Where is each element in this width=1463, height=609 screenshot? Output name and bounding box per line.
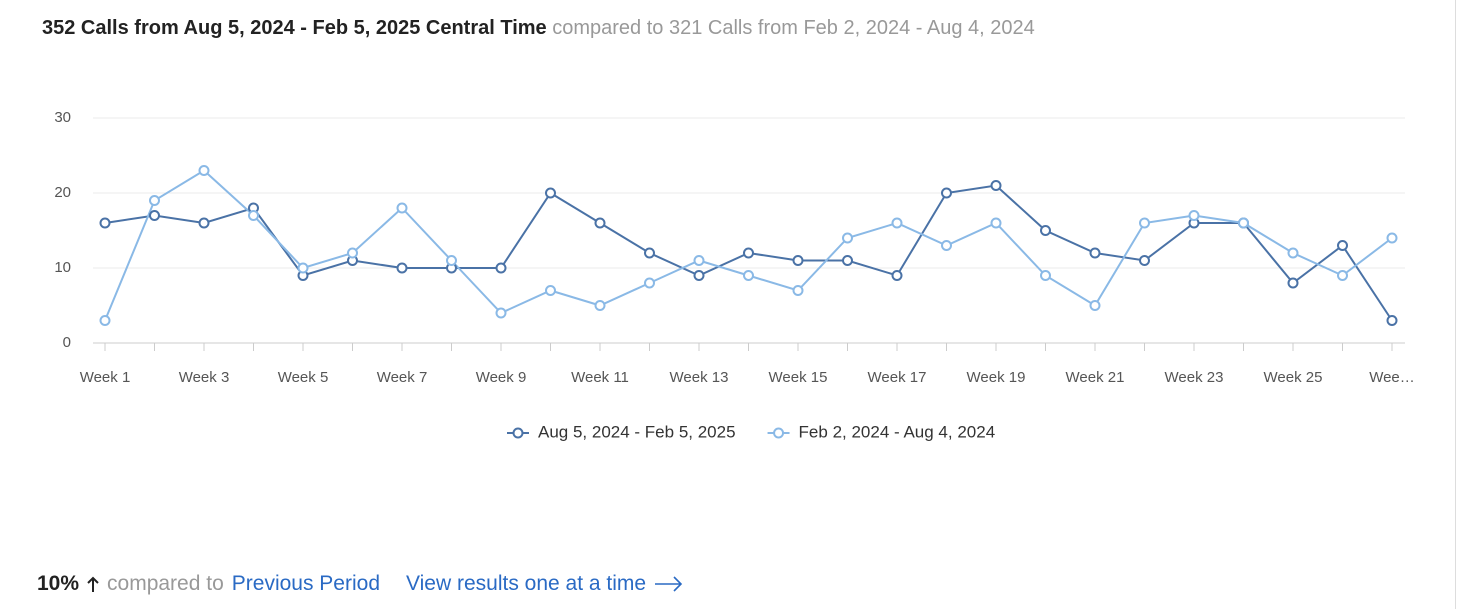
data-point	[990, 217, 1002, 229]
y-tick-label: 30	[54, 109, 71, 126]
data-point	[693, 270, 705, 281]
chart: 0 10 20 30 Week 1 Week 3 Week 5 Week 7 Week 9 Wee…	[54, 109, 1415, 442]
data-point	[396, 262, 408, 274]
up-arrow-icon	[87, 576, 99, 592]
data-point	[1287, 247, 1299, 259]
data-point	[842, 232, 853, 244]
data-point	[1139, 255, 1150, 266]
data-point	[743, 270, 754, 281]
footer: 10% compared to Previous Period View res…	[37, 572, 684, 596]
data-point	[248, 210, 259, 221]
data-point	[891, 270, 903, 281]
data-point	[990, 180, 1002, 191]
x-tick-label: Week 21	[1066, 369, 1125, 386]
x-tick-label: Week 9	[476, 369, 527, 386]
data-point	[1040, 270, 1051, 281]
data-point	[446, 255, 457, 266]
data-point	[594, 300, 606, 311]
data-point	[1089, 247, 1101, 259]
x-tick-label: Week 1	[80, 369, 131, 386]
data-point	[693, 255, 705, 266]
legend-label: Feb 2, 2024 - Aug 4, 2024	[799, 422, 996, 441]
data-point	[1040, 225, 1051, 236]
data-point	[1188, 210, 1200, 221]
x-tick-label: Week 3	[179, 369, 230, 386]
x-tick-label: Week 15	[769, 369, 828, 386]
data-point	[99, 315, 111, 326]
x-tick-label: Week 19	[967, 369, 1026, 386]
x-tick-label: Week 11	[571, 369, 629, 386]
data-point	[743, 247, 754, 259]
scrollbar-edge	[1455, 0, 1456, 609]
legend-marker	[512, 427, 524, 439]
data-point	[149, 210, 160, 221]
data-point	[545, 285, 556, 296]
data-point	[198, 165, 210, 176]
data-point	[842, 255, 853, 266]
compared-to: compared to	[107, 572, 224, 595]
x-tick-label: Wee…	[1369, 369, 1415, 386]
x-tick-label: Week 25	[1264, 369, 1323, 386]
x-tick-label: Week 7	[377, 369, 428, 386]
data-point	[1139, 217, 1150, 229]
summary-title: 352 Calls from Aug 5, 2024 - Feb 5, 2025…	[42, 17, 547, 39]
data-point	[594, 217, 606, 229]
previous-period-link[interactable]: Previous Period	[231, 572, 381, 595]
data-point	[1337, 270, 1348, 281]
data-point	[644, 277, 655, 289]
data-point	[644, 247, 655, 259]
data-point	[1386, 315, 1398, 326]
y-tick-label: 0	[63, 334, 71, 351]
data-point	[149, 195, 160, 206]
data-point	[792, 285, 804, 296]
data-point	[941, 240, 952, 251]
data-point	[1386, 232, 1398, 244]
data-point	[1238, 217, 1249, 229]
data-point	[545, 187, 556, 199]
view-results-link[interactable]: View results one at a time	[406, 572, 647, 595]
data-point	[495, 262, 507, 274]
data-point	[792, 255, 804, 266]
data-point	[1089, 300, 1101, 311]
data-point	[941, 187, 952, 199]
data-point	[99, 217, 111, 229]
x-tick-label: Week 17	[868, 369, 927, 386]
data-point	[396, 202, 408, 214]
data-point	[495, 307, 507, 319]
comparison-text: compared to 321 Calls from Feb 2, 2024 -…	[552, 17, 1035, 39]
x-tick-label: Week 5	[278, 369, 329, 386]
legend-marker	[773, 427, 785, 439]
data-point	[297, 262, 309, 274]
data-point	[347, 247, 358, 259]
x-tick-label: Week 13	[670, 369, 729, 386]
data-point	[1337, 240, 1348, 251]
right-arrow-icon[interactable]	[654, 575, 684, 593]
y-tick-label: 20	[54, 184, 71, 201]
data-point	[891, 217, 903, 229]
header: 352 Calls from Aug 5, 2024 - Feb 5, 2025…	[42, 17, 1035, 40]
data-point	[198, 217, 210, 229]
y-tick-label: 10	[54, 259, 71, 276]
x-tick-label: Week 23	[1165, 369, 1224, 386]
data-point	[1287, 277, 1299, 289]
legend-label: Aug 5, 2024 - Feb 5, 2025	[538, 422, 736, 441]
change-percent: 10%	[37, 572, 80, 595]
